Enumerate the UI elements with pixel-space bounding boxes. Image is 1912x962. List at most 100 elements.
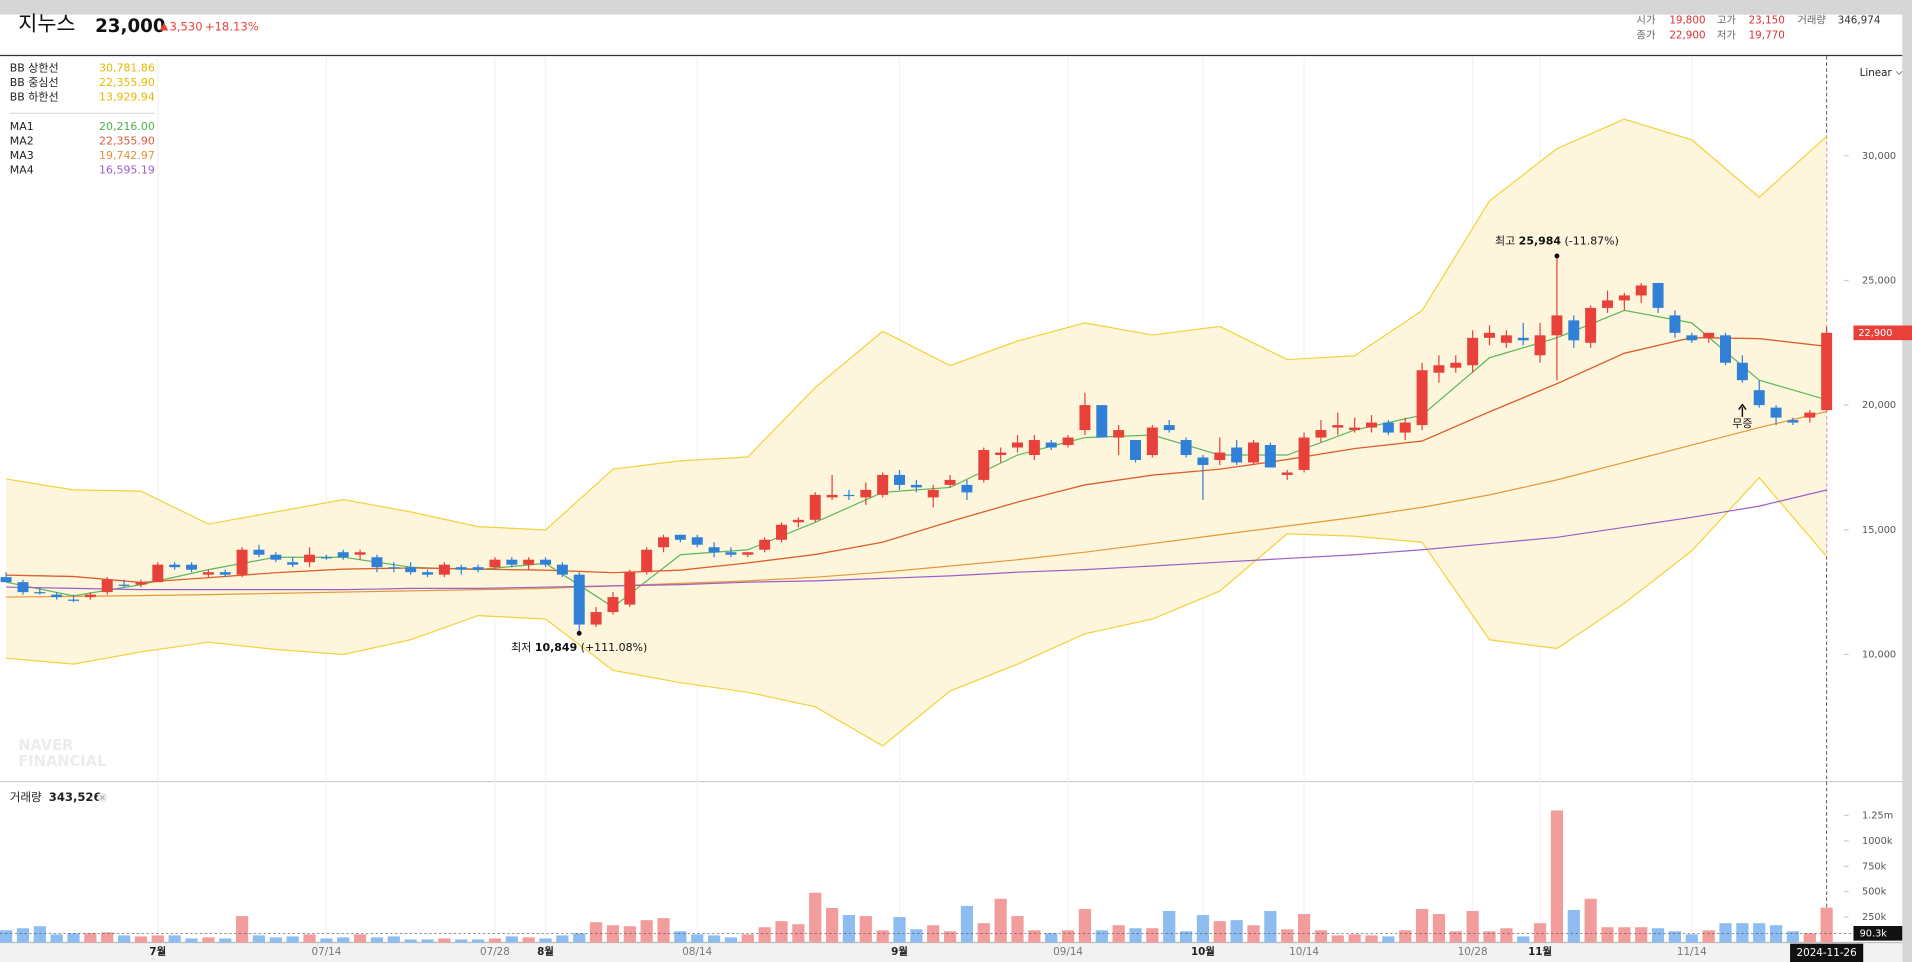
volume-cursor-label: 90.3k xyxy=(1860,928,1888,939)
volume-bar xyxy=(1196,915,1210,943)
scale-selector[interactable]: Linear xyxy=(1860,67,1903,79)
label-layer: 7월 07/14 07/28 8월 08/14 9월 09/14 10월 10/14 10/28 1… xyxy=(0,61,1912,962)
volume-bar xyxy=(455,939,468,943)
candle-body xyxy=(523,559,535,565)
candle-body xyxy=(1568,320,1580,341)
volume-bar xyxy=(505,936,518,943)
candle-body xyxy=(1551,315,1563,336)
close-indicator-button[interactable] xyxy=(97,792,108,803)
volume-bar xyxy=(1483,931,1496,943)
volume-bar xyxy=(707,935,721,943)
candle-body xyxy=(540,559,552,565)
candle-body xyxy=(1231,447,1243,463)
candle-body xyxy=(253,549,265,555)
x-tick-label: 08/14 xyxy=(682,946,712,958)
legend-value: 19,742.97 xyxy=(99,149,155,162)
candle-body xyxy=(1113,430,1125,438)
candle-body xyxy=(1770,407,1782,418)
volume-bar xyxy=(724,937,738,943)
candle-body xyxy=(422,572,434,575)
y-tick-label: 20,000 xyxy=(1862,400,1896,411)
volume-bar xyxy=(1500,928,1513,943)
candle-body xyxy=(860,489,872,498)
legend-name: BB 상한선 xyxy=(10,61,59,74)
x-tick-label: 10/28 xyxy=(1458,946,1488,958)
candle-body xyxy=(17,582,29,593)
candle-body xyxy=(1450,362,1462,368)
candle-body xyxy=(152,564,164,583)
legend-value: 22,355.90 xyxy=(99,134,155,147)
close-icon[interactable] xyxy=(100,794,105,800)
candle-body xyxy=(556,564,568,575)
volume-layer xyxy=(0,810,1833,943)
candle-body xyxy=(674,534,686,540)
volume-bar xyxy=(1264,910,1277,943)
volume-bar xyxy=(421,939,434,943)
volume-bar xyxy=(117,935,131,943)
candle-body xyxy=(1467,337,1479,366)
stat-label: 저가 xyxy=(1717,29,1737,41)
candle-body xyxy=(792,519,804,523)
dropdown-icon[interactable] xyxy=(1895,70,1903,76)
x-tick-label: 10월 xyxy=(1191,945,1215,958)
candle-body xyxy=(337,552,349,558)
candle-body xyxy=(34,592,46,594)
y-tick-label: 1000k xyxy=(1862,836,1893,847)
volume-bar xyxy=(1702,930,1715,943)
volume-bar xyxy=(438,938,451,943)
scale-label[interactable]: Linear xyxy=(1860,67,1893,79)
volume-bar xyxy=(1567,909,1580,943)
volume-bar xyxy=(1550,810,1564,943)
volume-bar xyxy=(16,928,30,943)
volume-bar xyxy=(1651,928,1665,943)
y-tick-label: 500k xyxy=(1862,887,1887,898)
price-change: 3,530 xyxy=(169,19,202,33)
candle-body xyxy=(51,594,63,598)
candle-body xyxy=(759,539,771,550)
volume-bar xyxy=(539,938,552,943)
candle-body xyxy=(1366,422,1377,428)
legend-name: MA3 xyxy=(10,149,34,162)
x-tick-label: 07/14 xyxy=(311,946,341,958)
candle-body xyxy=(1130,440,1141,460)
candle-body xyxy=(1214,452,1226,460)
volume-bar xyxy=(286,936,299,943)
volume-bar xyxy=(1163,910,1176,943)
volume-bar xyxy=(1399,930,1412,943)
legend-value: 20,216.00 xyxy=(99,120,155,133)
x-tick-label: 07/28 xyxy=(480,946,510,958)
volume-bar xyxy=(1719,923,1732,943)
volume-bar xyxy=(1348,934,1361,943)
volume-bar xyxy=(1601,927,1614,943)
volume-bar xyxy=(674,931,687,943)
candle-body xyxy=(68,599,80,601)
candle-body xyxy=(1028,440,1040,455)
candle-body xyxy=(641,549,653,573)
candle-body xyxy=(0,577,12,583)
candle-body xyxy=(995,452,1007,455)
candle-body xyxy=(1652,282,1664,308)
candle-body xyxy=(1399,422,1411,433)
indicator-line xyxy=(6,337,1827,584)
candle-body xyxy=(1180,440,1192,455)
x-tick-label: 8월 xyxy=(537,945,554,958)
volume-bar xyxy=(67,933,80,943)
candle-body xyxy=(877,474,889,495)
candle-body xyxy=(1618,295,1630,301)
y-tick-label: 25,000 xyxy=(1862,275,1896,286)
indicator-line xyxy=(6,410,1827,598)
candle-body xyxy=(186,564,198,570)
legend-name: BB 중심선 xyxy=(10,76,59,89)
volume-bar xyxy=(1028,930,1041,943)
annotation-part: (-11.87%) xyxy=(1565,234,1619,247)
candle-body xyxy=(708,547,720,553)
event-label: 무증 xyxy=(1732,417,1752,430)
volume-bar xyxy=(252,935,266,943)
volume-bar xyxy=(488,938,502,943)
volume-bar xyxy=(640,920,653,943)
stat-value: 19,800 xyxy=(1669,15,1705,27)
header-stats: 시가 19,800 고가 23,150 거래량 346,974 종가 22,90… xyxy=(1636,15,1880,42)
window-frame xyxy=(1902,0,1912,962)
volume-bar xyxy=(471,939,485,943)
